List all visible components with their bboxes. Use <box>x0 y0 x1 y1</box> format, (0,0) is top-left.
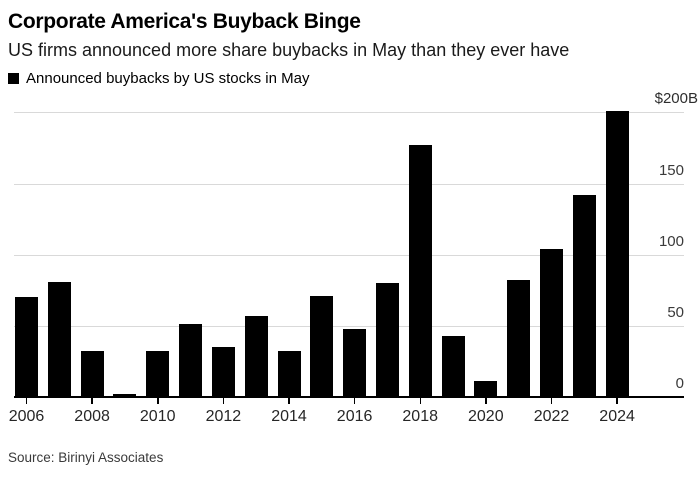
x-axis-tick-2014 <box>288 398 290 404</box>
x-axis-label-2024: 2024 <box>599 408 635 425</box>
y-axis-label-50: 50 <box>667 303 684 321</box>
bar-2007 <box>47 281 71 397</box>
bar-2010 <box>146 351 170 397</box>
x-axis-tick-2020 <box>485 398 487 404</box>
bar-2008 <box>80 351 104 397</box>
x-axis-label-2022: 2022 <box>533 408 570 425</box>
bar-2015 <box>310 295 334 397</box>
x-axis-tick-2010 <box>157 398 159 404</box>
bar-2013 <box>244 315 268 397</box>
x-axis-label-2016: 2016 <box>336 408 373 425</box>
y-axis-label-0: 0 <box>675 375 684 392</box>
y-axis-label-100: 100 <box>658 232 684 250</box>
x-axis-tick-2024 <box>616 398 618 404</box>
legend-swatch-icon <box>8 73 19 84</box>
bar-2018 <box>408 145 432 397</box>
x-axis-label-2014: 2014 <box>271 408 307 425</box>
bar-2011 <box>179 324 203 397</box>
x-axis-label-2006: 2006 <box>8 408 45 425</box>
bar-2012 <box>211 347 235 397</box>
x-axis-tick-2018 <box>419 398 421 404</box>
x-axis-tick-2008 <box>91 398 93 404</box>
bar-2023 <box>572 194 596 397</box>
bar-2021 <box>507 280 531 397</box>
x-axis-label-2012: 2012 <box>205 408 242 425</box>
x-axis-label-2008: 2008 <box>74 408 110 425</box>
x-axis-tick-2022 <box>550 398 553 404</box>
gridline-100 <box>14 254 684 256</box>
gridline-200 <box>14 112 684 114</box>
bar-2009 <box>113 394 137 397</box>
bar-2020 <box>474 381 498 397</box>
bar-2022 <box>540 249 563 397</box>
bar-2006 <box>15 297 38 397</box>
x-axis-tick-2016 <box>353 398 356 404</box>
bar-2016 <box>343 328 367 397</box>
x-axis-label-2018: 2018 <box>402 408 438 425</box>
bar-2014 <box>277 351 301 397</box>
y-axis-label-150: 150 <box>658 161 684 179</box>
y-axis-label-200: $200B <box>654 90 698 108</box>
bar-2017 <box>375 283 399 397</box>
bar-2019 <box>441 335 465 397</box>
chart-subtitle: US firms announced more share buybacks i… <box>8 40 570 60</box>
bar-2024 <box>605 110 629 397</box>
source-note: Source: Birinyi Associates <box>8 450 164 465</box>
x-axis-tick-2012 <box>222 398 225 404</box>
x-axis-line <box>14 396 684 398</box>
gridline-150 <box>14 183 684 185</box>
gridline-50 <box>14 325 684 327</box>
chart-title: Corporate America's Buyback Binge <box>8 10 361 33</box>
legend: Announced buybacks by US stocks in May <box>8 70 309 87</box>
legend-label: Announced buybacks by US stocks in May <box>26 70 310 87</box>
x-axis-tick-2006 <box>25 398 28 404</box>
x-axis-label-2010: 2010 <box>139 408 176 425</box>
x-axis-label-2020: 2020 <box>468 408 504 425</box>
